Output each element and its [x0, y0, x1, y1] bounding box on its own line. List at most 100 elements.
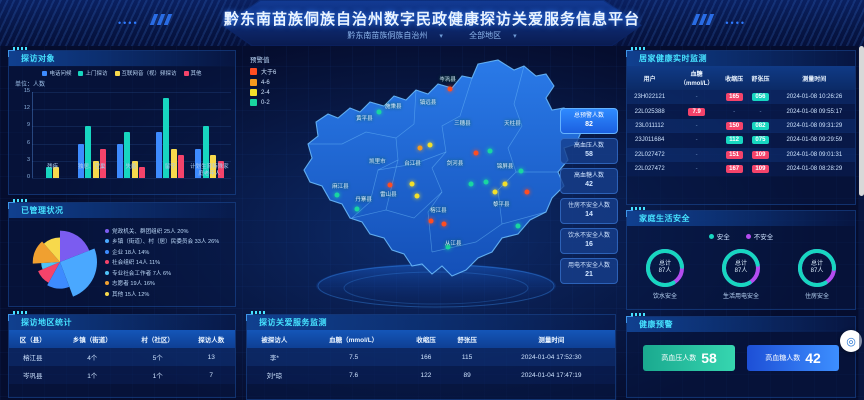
- bar[interactable]: [202, 126, 209, 178]
- scrollbar-thumb[interactable]: [859, 46, 864, 196]
- gauge[interactable]: 总计 87人 生活用电安全: [720, 247, 762, 300]
- map-stat-button[interactable]: 用电不安全人数 21: [560, 258, 618, 284]
- bar-group[interactable]: [77, 92, 107, 178]
- map-marker[interactable]: [387, 182, 393, 188]
- bar[interactable]: [124, 132, 131, 178]
- table-cell: 5个: [152, 355, 163, 362]
- alert-card[interactable]: 高血压人数 58: [643, 344, 735, 371]
- bar[interactable]: [139, 166, 146, 178]
- value-pill: 7.9: [688, 107, 706, 116]
- map-stat-button[interactable]: 高血压人数 58: [560, 138, 618, 164]
- bar[interactable]: [85, 126, 92, 178]
- bar[interactable]: [92, 160, 99, 178]
- map-marker[interactable]: [414, 193, 420, 199]
- pie-legend-item[interactable]: 企业 18人 14%: [105, 248, 219, 256]
- region-selector[interactable]: 黔东南苗族侗族自治州 ▾: [347, 31, 443, 40]
- bar-group[interactable]: [195, 92, 224, 178]
- map-marker[interactable]: [445, 244, 451, 250]
- map-legend-item[interactable]: 2-4: [250, 89, 276, 96]
- bar[interactable]: [116, 143, 123, 178]
- table-row[interactable]: 刘*琼 7.6 122 89 2024-01-04 17:47:19: [247, 366, 615, 384]
- table-row[interactable]: 岑巩县 1个 1个 7: [9, 366, 235, 384]
- map-marker[interactable]: [524, 189, 530, 195]
- map-stat-buttons: 总预警人数 82 高血压人数 58 高血糖人数 42 住房不安全人数 14 饮水不安全人数 16 用…: [560, 108, 618, 284]
- map-marker[interactable]: [492, 189, 498, 195]
- legend-swatch: [708, 233, 714, 239]
- pie-legend-item[interactable]: 社会组织 14人 11%: [105, 258, 219, 266]
- map-stat-button[interactable]: 高血糖人数 42: [560, 168, 618, 194]
- table-row[interactable]: 22L027472 - 167 109 2024-01-08 08:28:29: [627, 161, 855, 177]
- pie-legend-item[interactable]: 其他 15人 12%: [105, 290, 219, 298]
- bar[interactable]: [170, 149, 177, 178]
- gauge-legend-item[interactable]: 不安全: [745, 231, 773, 241]
- pie-legend-item[interactable]: 乡镇（街道）、村（居）民委员会 33人 26%: [105, 237, 219, 245]
- bar[interactable]: [100, 149, 107, 178]
- alert-card[interactable]: 高血糖人数 42: [747, 344, 839, 371]
- map-stat-button[interactable]: 住房不安全人数 14: [560, 198, 618, 224]
- map-marker[interactable]: [409, 181, 415, 187]
- table-row[interactable]: 23L011112 - 150 082 2024-01-08 09:31:29: [627, 118, 855, 134]
- pie-legend-item[interactable]: 专业社会工作者 7人 6%: [105, 269, 219, 277]
- map-marker[interactable]: [487, 148, 493, 154]
- pie-slice[interactable]: [41, 262, 60, 270]
- map-marker[interactable]: [515, 223, 521, 229]
- legend-label: 2-4: [261, 89, 270, 96]
- table-body: 榕江县 4个 5个 13 岑巩县 1个 1个 7: [9, 348, 235, 384]
- map-marker[interactable]: [354, 206, 360, 212]
- map-marker[interactable]: [518, 168, 524, 174]
- gauge[interactable]: 总计 87人 住房安全: [796, 247, 838, 300]
- pie-legend-item[interactable]: 志愿者 19人 16%: [105, 279, 219, 287]
- map-marker[interactable]: [441, 221, 447, 227]
- bar[interactable]: [53, 166, 60, 178]
- pie-slice[interactable]: [43, 237, 60, 262]
- pie-legend-item[interactable]: 党政机关、群团组织 25人 20%: [105, 227, 219, 235]
- legend-item[interactable]: 其他: [183, 69, 202, 77]
- bar[interactable]: [77, 143, 84, 178]
- map-marker[interactable]: [417, 145, 423, 151]
- map-marker[interactable]: [376, 109, 382, 115]
- bar[interactable]: [195, 149, 202, 178]
- map-marker[interactable]: [427, 142, 433, 148]
- legend-item[interactable]: 互联网音（视）频探访: [114, 69, 177, 77]
- map-marker[interactable]: [468, 181, 474, 187]
- bar[interactable]: [155, 132, 162, 178]
- pie-slice[interactable]: [47, 262, 70, 289]
- map-marker[interactable]: [483, 179, 489, 185]
- map-stat-button[interactable]: 总预警人数 82: [560, 108, 618, 134]
- map-stat-button[interactable]: 饮水不安全人数 16: [560, 228, 618, 254]
- gauge-legend-item[interactable]: 安全: [708, 231, 730, 241]
- bar[interactable]: [131, 160, 138, 178]
- bar[interactable]: [210, 155, 217, 178]
- pie-slice[interactable]: [32, 241, 60, 264]
- area-selector[interactable]: 全部地区 ▾: [469, 31, 517, 40]
- bar[interactable]: [45, 166, 52, 178]
- table-row[interactable]: 榕江县 4个 5个 13: [9, 348, 235, 366]
- map-marker[interactable]: [334, 192, 340, 198]
- table-row[interactable]: 李* 7.5 166 115 2024-01-04 17:52:30: [247, 348, 615, 366]
- pie-slice[interactable]: [60, 230, 90, 262]
- pie-slice[interactable]: [38, 262, 60, 283]
- legend-item[interactable]: 上门探访: [78, 69, 108, 77]
- pie-slice[interactable]: [60, 248, 97, 297]
- table-row[interactable]: 23H022121 - 165 056 2024-01-08 10:26:26: [627, 90, 855, 105]
- map-marker[interactable]: [473, 150, 479, 156]
- column-header: 村（社区）: [127, 330, 188, 348]
- map-legend-item[interactable]: 0-2: [250, 99, 276, 106]
- table-row[interactable]: 22L025388 7.9 - - 2024-01-08 09:55:17: [627, 104, 855, 119]
- bar[interactable]: [178, 155, 185, 178]
- map-marker[interactable]: [502, 181, 508, 187]
- table-row[interactable]: 23J011684 - 112 075 2024-01-08 09:29:59: [627, 133, 855, 148]
- page-scrollbar[interactable]: [859, 46, 864, 400]
- bar-group[interactable]: [38, 92, 67, 178]
- bar-group[interactable]: [116, 92, 146, 178]
- map-marker[interactable]: [447, 86, 453, 92]
- gauge[interactable]: 总计 87人 饮水安全: [644, 247, 686, 300]
- map-legend-item[interactable]: 4-6: [250, 79, 276, 86]
- bar[interactable]: [217, 160, 224, 178]
- table-row[interactable]: 22L027472 - 151 109 2024-01-08 09:01:31: [627, 147, 855, 162]
- bar[interactable]: [163, 97, 170, 178]
- map-legend-item[interactable]: 大于6: [250, 67, 276, 76]
- map-marker[interactable]: [428, 218, 434, 224]
- legend-item[interactable]: 电话问候: [42, 69, 71, 77]
- bar-group[interactable]: [155, 92, 185, 178]
